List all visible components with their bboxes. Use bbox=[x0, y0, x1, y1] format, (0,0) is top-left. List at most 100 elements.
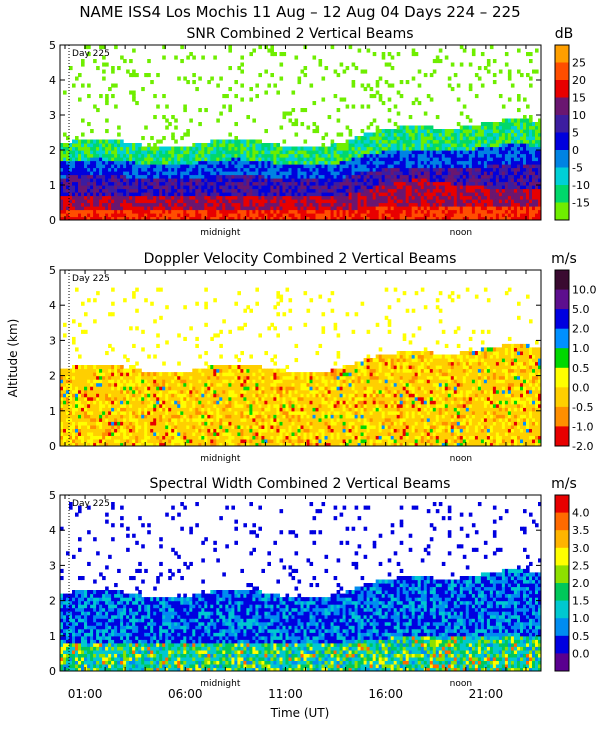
heatmap-cell bbox=[198, 181, 202, 186]
heatmap-cell bbox=[294, 150, 299, 155]
heatmap-cell bbox=[78, 414, 82, 419]
heatmap-cell bbox=[384, 178, 389, 183]
heatmap-cell bbox=[318, 181, 323, 186]
heatmap-cell bbox=[513, 150, 518, 155]
heatmap-cell bbox=[414, 150, 419, 155]
heatmap-cell bbox=[261, 167, 265, 172]
heatmap-cell bbox=[495, 185, 500, 190]
colorbar-swatch bbox=[555, 132, 569, 151]
heatmap-cell bbox=[520, 206, 524, 211]
heatmap-cell bbox=[174, 55, 178, 60]
heatmap-cell bbox=[135, 308, 139, 313]
heatmap-cell bbox=[189, 206, 193, 211]
heatmap-cell bbox=[168, 146, 172, 151]
heatmap-cell bbox=[411, 174, 416, 179]
heatmap-cell bbox=[129, 150, 133, 155]
heatmap-cell bbox=[66, 174, 70, 179]
heatmap-cell bbox=[459, 164, 464, 169]
heatmap-cell bbox=[456, 188, 461, 193]
heatmap-cell bbox=[255, 178, 259, 183]
heatmap-cell bbox=[468, 206, 473, 211]
heatmap-cell bbox=[339, 164, 344, 169]
heatmap-cell bbox=[249, 97, 253, 102]
heatmap-cell bbox=[126, 414, 130, 419]
heatmap-cell bbox=[111, 368, 115, 373]
heatmap-cell bbox=[75, 431, 79, 436]
heatmap-cell bbox=[87, 375, 91, 380]
heatmap-cell bbox=[381, 171, 386, 176]
heatmap-cell bbox=[432, 139, 437, 144]
heatmap-cell bbox=[375, 146, 380, 151]
heatmap-cell bbox=[393, 129, 398, 134]
heatmap-cell bbox=[297, 188, 302, 193]
y-tick-label: 2 bbox=[49, 144, 56, 157]
heatmap-cell bbox=[447, 167, 452, 172]
heatmap-cell bbox=[291, 195, 296, 200]
heatmap-cell bbox=[529, 115, 533, 120]
heatmap-cell bbox=[231, 206, 235, 211]
heatmap-cell bbox=[309, 171, 314, 176]
heatmap-cell bbox=[78, 143, 82, 148]
heatmap-cell bbox=[75, 143, 79, 148]
heatmap-cell bbox=[237, 202, 241, 207]
heatmap-cell bbox=[294, 146, 299, 151]
heatmap-cell bbox=[351, 188, 356, 193]
heatmap-cell bbox=[411, 206, 416, 211]
heatmap-cell bbox=[363, 164, 368, 169]
heatmap-cell bbox=[366, 164, 371, 169]
heatmap-cell bbox=[339, 132, 344, 137]
heatmap-cell bbox=[345, 171, 350, 176]
heatmap-cell bbox=[282, 150, 287, 155]
heatmap-cell bbox=[417, 195, 422, 200]
heatmap-cell bbox=[138, 164, 142, 169]
heatmap-cell bbox=[210, 174, 214, 179]
heatmap-cell bbox=[90, 431, 94, 436]
heatmap-cell bbox=[420, 129, 425, 134]
heatmap-cell bbox=[387, 118, 392, 123]
heatmap-cell bbox=[129, 431, 133, 436]
heatmap-cell bbox=[138, 167, 142, 172]
heatmap-cell bbox=[93, 365, 97, 370]
heatmap-cell bbox=[63, 368, 67, 373]
heatmap-cell bbox=[342, 157, 347, 162]
heatmap-cell bbox=[387, 209, 392, 214]
heatmap-cell bbox=[285, 174, 290, 179]
heatmap-cell bbox=[237, 192, 241, 197]
heatmap-cell bbox=[90, 442, 94, 446]
heatmap-cell bbox=[471, 160, 476, 165]
heatmap-cell bbox=[351, 202, 356, 207]
heatmap-cell bbox=[276, 174, 280, 179]
heatmap-cell bbox=[513, 192, 518, 197]
heatmap-cell bbox=[69, 439, 73, 444]
heatmap-cell bbox=[517, 157, 521, 162]
heatmap-cell bbox=[279, 146, 284, 151]
heatmap-cell bbox=[249, 143, 253, 148]
heatmap-cell bbox=[135, 167, 139, 172]
heatmap-cell bbox=[105, 195, 109, 200]
heatmap-cell bbox=[297, 150, 302, 155]
heatmap-cell bbox=[105, 213, 109, 218]
heatmap-cell bbox=[447, 139, 452, 144]
heatmap-cell bbox=[456, 202, 461, 207]
heatmap-cell bbox=[273, 83, 277, 88]
heatmap-cell bbox=[318, 202, 323, 207]
heatmap-cell bbox=[384, 143, 389, 148]
heatmap-cell bbox=[526, 122, 530, 127]
heatmap-cell bbox=[450, 87, 455, 92]
heatmap-cell bbox=[165, 185, 169, 190]
heatmap-cell bbox=[96, 400, 100, 405]
heatmap-cell bbox=[66, 386, 70, 391]
heatmap-cell bbox=[156, 164, 160, 169]
heatmap-cell bbox=[252, 146, 256, 151]
heatmap-cell bbox=[135, 435, 139, 440]
heatmap-cell bbox=[105, 424, 109, 429]
heatmap-cell bbox=[114, 199, 118, 204]
heatmap-cell bbox=[390, 199, 395, 204]
heatmap-cell bbox=[486, 195, 491, 200]
heatmap-cell bbox=[126, 375, 130, 380]
heatmap-cell bbox=[180, 171, 184, 176]
heatmap-cell bbox=[507, 213, 512, 218]
heatmap-cell bbox=[513, 213, 518, 218]
heatmap-cell bbox=[474, 146, 479, 151]
heatmap-cell bbox=[456, 178, 461, 183]
